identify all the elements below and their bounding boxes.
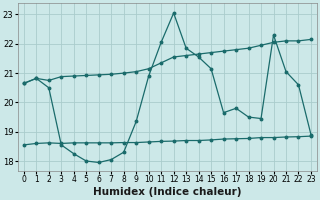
X-axis label: Humidex (Indice chaleur): Humidex (Indice chaleur) <box>93 187 242 197</box>
